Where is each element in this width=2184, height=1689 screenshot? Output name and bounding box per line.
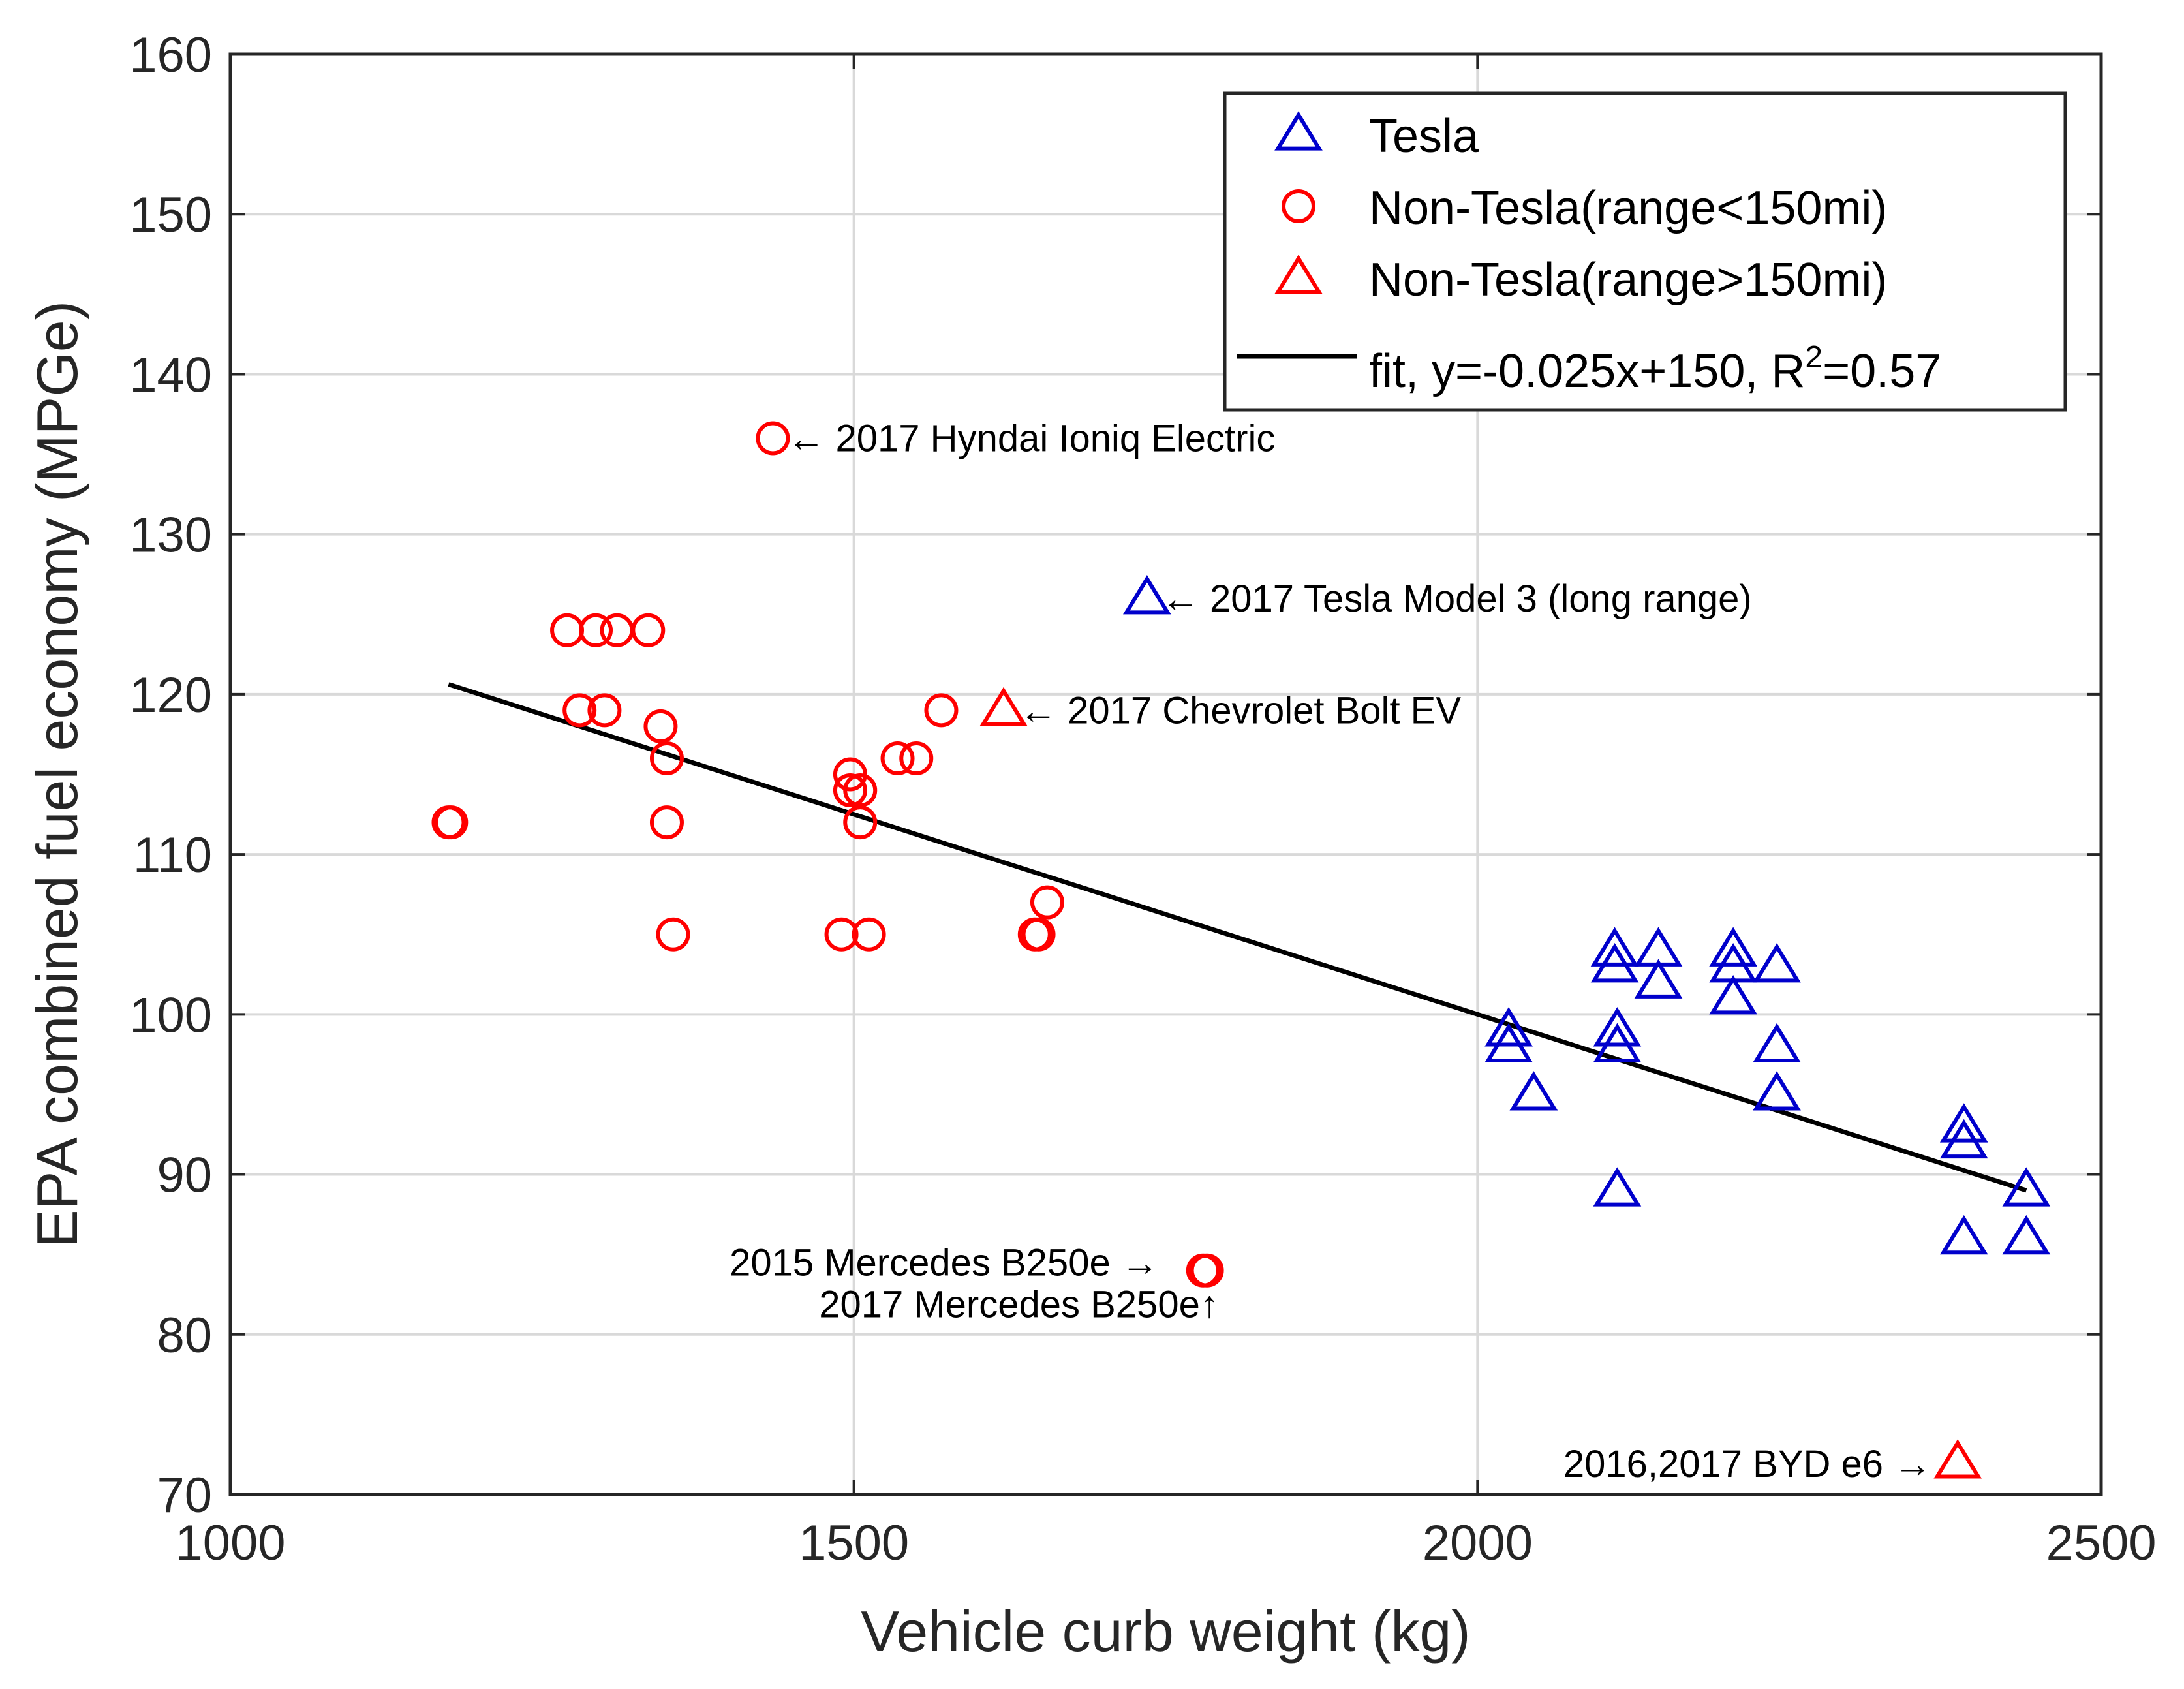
data-point-circle [901,743,931,773]
data-point-triangle [2006,1219,2047,1253]
scatter-chart: 1000 1500 2000 2500 70 80 90 100 110 120 130 140 150… [0,0,2184,1689]
y-tick-label: 100 [129,987,212,1043]
x-tick-label: 2000 [1423,1515,1533,1571]
y-tick-label: 90 [157,1148,212,1203]
data-point-triangle [1757,947,1798,981]
y-axis-title: EPA combined fuel economy (MPGe) [25,301,89,1248]
annotation-label: 2017 Mercedes B250e↑ [819,1284,1219,1326]
data-point-circle [645,711,675,741]
annotations: ← 2017 Hyndai Ioniq Electric ← 2017 Tesla… [730,418,1931,1485]
x-tick-label: 1500 [799,1515,909,1571]
fit-line [448,685,2026,1191]
annotation-label: ← 2017 Chevrolet Bolt EV [1019,689,1461,732]
legend-fit-suffix: =0.57 [1823,345,1941,397]
annotation-label: ← 2017 Tesla Model 3 (long range) [1161,578,1752,620]
data-point-triangle [1713,979,1754,1013]
data-point-circle [436,807,466,837]
data-point-triangle [1638,963,1679,997]
y-tick-label: 80 [157,1308,212,1363]
data-point-circle [758,424,788,454]
annotation-label: ← 2017 Hyndai Ioniq Electric [787,418,1275,460]
data-point-circle [845,807,875,837]
x-tick-label: 2500 [2046,1515,2156,1571]
data-point-circle [926,695,956,725]
data-point-triangle [1943,1219,1984,1253]
data-point-triangle [1597,1171,1638,1205]
y-tick-label: 120 [129,668,212,723]
fit-line-layer [448,685,2026,1191]
legend-fit-superscript: 2 [1805,340,1823,375]
legend: Tesla Non-Tesla(range<150mi) Non-Tesla(ran… [1225,93,2065,410]
data-point-circle [1032,888,1062,918]
y-tick-label: 130 [129,508,212,563]
data-point-triangle [1513,1075,1554,1109]
x-axis-title: Vehicle curb weight (kg) [861,1599,1470,1664]
data-point-triangle [1937,1443,1978,1477]
data-point-circle [633,615,663,645]
legend-entry-label: Non-Tesla(range>150mi) [1369,254,1887,306]
y-tick-label: 150 [129,187,212,243]
data-point-circle [658,920,688,950]
annotation-label: 2016,2017 BYD e6 → [1563,1443,1931,1485]
data-point-circle [602,615,632,645]
data-point-triangle [1757,1027,1798,1061]
data-point-triangle [983,690,1024,724]
series-2 [983,690,1978,1476]
legend-fit-label: fit, y=-0.025x+150, R2=0.57 [1369,340,1941,397]
x-tick-label: 1000 [175,1515,285,1571]
legend-entry-label: Tesla [1369,110,1479,163]
data-point-circle [652,807,682,837]
legend-entry-label: Non-Tesla(range<150mi) [1369,182,1887,234]
y-tick-label: 160 [129,27,212,83]
annotation-label: 2015 Mercedes B250e → [730,1242,1159,1284]
data-point-circle [552,615,582,645]
y-tick-label: 140 [129,347,212,403]
y-tick-label: 70 [157,1468,212,1523]
y-tick-label: 110 [133,828,212,883]
